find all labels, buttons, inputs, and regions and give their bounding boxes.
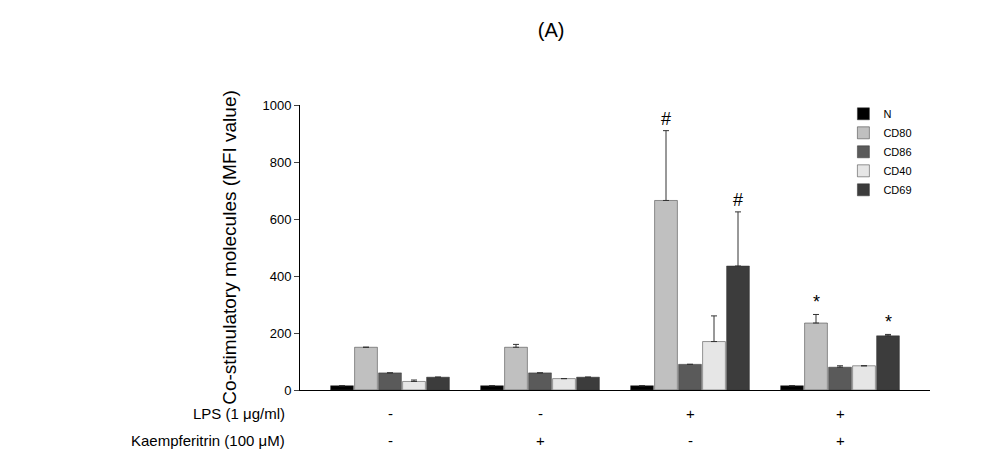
svg-text:0: 0	[284, 383, 291, 398]
svg-text:*: *	[813, 292, 820, 312]
svg-text:600: 600	[270, 212, 292, 227]
svg-text:-: -	[388, 405, 393, 422]
svg-text:1000: 1000	[262, 98, 291, 113]
svg-text:-: -	[388, 432, 393, 449]
svg-text:(A): (A)	[538, 19, 565, 41]
svg-text:+: +	[836, 432, 845, 449]
svg-text:#: #	[733, 190, 743, 210]
svg-text:200: 200	[270, 326, 292, 341]
svg-text:800: 800	[270, 155, 292, 170]
svg-text:Co-stimulatory molecules (MFI: Co-stimulatory molecules (MFI value)	[219, 90, 240, 405]
svg-text:CD69: CD69	[883, 184, 911, 196]
svg-text:-: -	[538, 405, 543, 422]
svg-text:Kaempferitrin (100 μM): Kaempferitrin (100 μM)	[131, 432, 285, 449]
svg-text:CD40: CD40	[883, 165, 911, 177]
svg-text:+: +	[686, 405, 695, 422]
svg-text:+: +	[536, 432, 545, 449]
svg-text:#: #	[661, 109, 671, 129]
svg-text:+: +	[836, 405, 845, 422]
svg-text:CD80: CD80	[883, 127, 911, 139]
svg-text:LPS (1 μg/ml): LPS (1 μg/ml)	[193, 405, 285, 422]
svg-text:N: N	[883, 108, 891, 120]
svg-text:400: 400	[270, 269, 292, 284]
svg-text:-: -	[688, 432, 693, 449]
svg-text:CD86: CD86	[883, 146, 911, 158]
svg-text:*: *	[885, 312, 892, 332]
